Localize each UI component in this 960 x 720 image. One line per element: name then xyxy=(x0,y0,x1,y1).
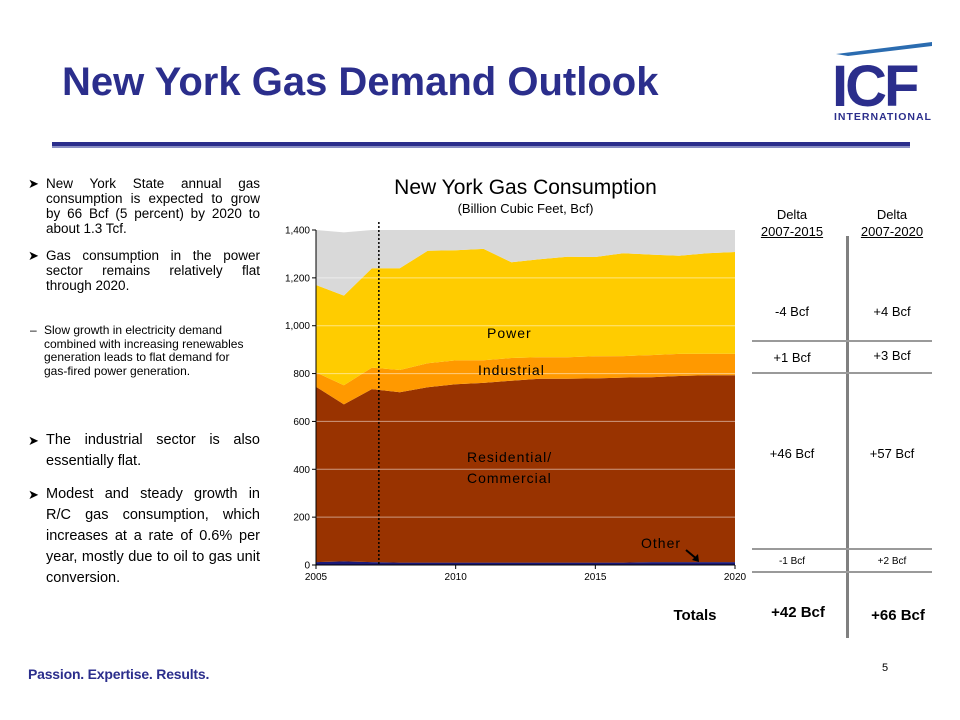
table-divider xyxy=(846,236,849,638)
area-series-power xyxy=(316,248,735,386)
table-row-rule xyxy=(752,372,932,374)
delta-other-col2: +2 Bcf xyxy=(877,556,907,567)
delta-industrial-col2: +3 Bcf xyxy=(873,348,911,363)
delta-rc-col1: +46 Bcf xyxy=(769,446,815,461)
chart-svg: New York Gas Consumption (Billion Cubic F… xyxy=(285,176,747,583)
delta-power-col1: -4 Bcf xyxy=(775,304,809,319)
table-row-rule xyxy=(752,548,932,550)
area-series-total-band xyxy=(316,230,735,296)
chart-title: New York Gas Consumption xyxy=(394,176,657,199)
delta-col2-header-line1: Delta xyxy=(876,207,908,222)
y-tick-label: 800 xyxy=(293,369,310,380)
y-tick-label: 1,000 xyxy=(285,321,310,332)
bullet-item: ➤ Gas consumption in the power sector re… xyxy=(28,248,260,293)
arrow-bullet-icon: ➤ xyxy=(28,487,39,502)
bullet-list: ➤ New York State annual gas consumption … xyxy=(28,176,260,305)
delta-power-col2: +4 Bcf xyxy=(873,304,911,319)
footer-tagline: Passion. Expertise. Results. xyxy=(28,666,210,682)
bullet-text: The industrial sector is also essentiall… xyxy=(46,432,260,469)
arrow-bullet-icon: ➤ xyxy=(28,248,39,263)
arrow-bullet-icon: ➤ xyxy=(28,433,39,448)
delta-col1-header-line1: Delta xyxy=(776,207,808,222)
logo-swoosh xyxy=(836,42,932,56)
label-other: Other xyxy=(641,535,681,551)
gas-consumption-chart: New York Gas Consumption (Billion Cubic F… xyxy=(268,168,768,598)
y-tick-label: 0 xyxy=(304,561,310,572)
y-tick-label: 600 xyxy=(293,417,310,428)
bullet-text: New York State annual gas consumption is… xyxy=(46,176,260,236)
area-series-other xyxy=(316,561,735,565)
totals-col1: +42 Bcf xyxy=(771,604,825,621)
logo-sub-text: INTERNATIONAL xyxy=(834,111,932,123)
totals-label: Totals xyxy=(673,607,717,624)
table-row-rule xyxy=(752,340,932,342)
arrow-bullet-icon: ➤ xyxy=(28,176,39,191)
x-tick-label: 2015 xyxy=(584,572,607,583)
label-industrial: Industrial xyxy=(478,362,545,378)
table-row-rule xyxy=(752,571,932,573)
delta-col1-header-line2: 2007-2015 xyxy=(760,224,824,239)
logo-main-text: ICF xyxy=(832,54,918,119)
label-residential: Residential/ xyxy=(467,449,552,465)
sub-bullet-text: Slow growth in electricity demand combin… xyxy=(44,323,244,378)
y-tick-label: 200 xyxy=(293,513,310,524)
x-tick-label: 2020 xyxy=(724,572,747,583)
delta-col2-header-line2: 2007-2020 xyxy=(860,224,924,239)
label-power: Power xyxy=(487,325,532,341)
delta-industrial-col1: +1 Bcf xyxy=(773,350,811,365)
x-tick-label: 2010 xyxy=(445,572,468,583)
y-tick-label: 1,200 xyxy=(285,273,310,284)
slide-title: New York Gas Demand Outlook xyxy=(62,60,659,104)
sub-bullet-item: – Slow growth in electricity demand comb… xyxy=(30,323,256,378)
page-number: 5 xyxy=(882,662,889,674)
label-commercial: Commercial xyxy=(467,470,552,486)
delta-col1-header: Delta 2007-2015 xyxy=(752,206,832,240)
other-arrow-head-icon xyxy=(692,554,699,562)
chart-subtitle: (Billion Cubic Feet, Bcf) xyxy=(458,201,594,216)
bullet-text: Gas consumption in the power sector rema… xyxy=(46,248,260,293)
bullet-list-lower: ➤ The industrial sector is also essentia… xyxy=(28,430,260,601)
totals-col2: +66 Bcf xyxy=(871,607,925,624)
dash-bullet-icon: – xyxy=(30,323,37,337)
bullet-item: ➤ New York State annual gas consumption … xyxy=(28,176,260,236)
bullet-item: ➤ Modest and steady growth in R/C gas co… xyxy=(28,484,260,589)
x-tick-label: 2005 xyxy=(305,572,328,583)
y-tick-label: 400 xyxy=(293,465,310,476)
delta-col2-header: Delta 2007-2020 xyxy=(852,206,932,240)
title-rule xyxy=(52,142,910,148)
bullet-text: Modest and steady growth in R/C gas cons… xyxy=(46,486,260,586)
bullet-item: ➤ The industrial sector is also essentia… xyxy=(28,430,260,472)
delta-other-col1: -1 Bcf xyxy=(778,556,806,567)
y-tick-label: 1,400 xyxy=(285,226,310,237)
icf-logo: ICF INTERNATIONAL xyxy=(832,42,932,123)
area-series-industrial xyxy=(316,353,735,405)
delta-rc-col2: +57 Bcf xyxy=(869,446,915,461)
